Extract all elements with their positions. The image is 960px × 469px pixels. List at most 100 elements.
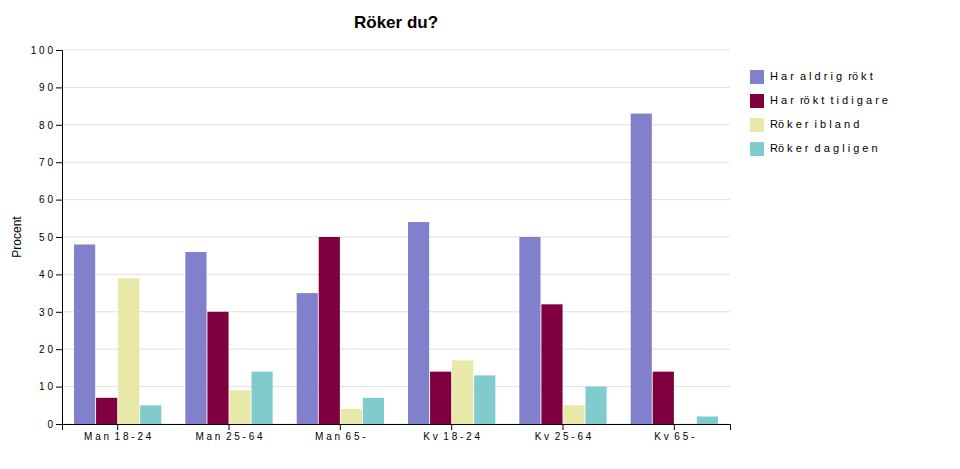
x-tick: K v 1 8 - 2 4	[423, 424, 480, 442]
x-tick-label: M a n 6 5 -	[315, 431, 366, 442]
bar	[519, 237, 540, 424]
y-tick: 7 0	[39, 157, 62, 168]
legend-item: H a r rö k t t i d i g a r e	[750, 94, 888, 108]
y-tick: 3 0	[39, 307, 62, 318]
x-tick-label: K v 1 8 - 2 4	[423, 431, 480, 442]
x-tick-mark	[117, 424, 118, 430]
bar	[229, 390, 250, 424]
y-tick-label: 1 0	[39, 381, 53, 392]
y-tick-label: 9 0	[39, 82, 53, 93]
y-tick: 4 0	[39, 269, 62, 280]
legend-swatch	[750, 142, 764, 156]
y-tick-label: 3 0	[39, 307, 53, 318]
y-tick-mark	[56, 424, 62, 425]
legend-item: Rö k e r d a g l i g e n	[750, 142, 878, 156]
y-tick-label: 4 0	[39, 269, 53, 280]
y-tick: 1 0 0	[31, 45, 62, 56]
y-tick: 5 0	[39, 232, 62, 243]
y-tick-label: 1 0 0	[31, 45, 54, 56]
title: Röker du?	[354, 13, 438, 32]
y-tick-label: 5 0	[39, 232, 53, 243]
y-tick-label: 0	[47, 419, 53, 430]
grid-line	[62, 162, 730, 163]
bar	[474, 375, 495, 424]
legend-swatch	[750, 70, 764, 84]
bars	[74, 114, 718, 424]
grid-line	[62, 199, 730, 200]
x-tick-mark	[229, 424, 230, 430]
bar	[297, 293, 318, 424]
y-tick: 8 0	[39, 120, 62, 131]
y-tick-mark	[56, 312, 62, 313]
legend-swatch	[750, 94, 764, 108]
bar	[408, 222, 429, 424]
y-tick-mark	[56, 349, 62, 350]
x-tick: M a n 2 5 - 6 4	[195, 424, 263, 442]
grid-line	[62, 237, 730, 238]
y-tick-label: 8 0	[39, 120, 53, 131]
bar	[207, 312, 228, 424]
bar	[653, 372, 674, 424]
y-tick-mark	[56, 387, 62, 388]
legend-item: Rö k e r i b l a n d	[750, 118, 859, 132]
x-tick-label: K v 2 5 - 6 4	[535, 431, 592, 442]
grid-line	[62, 311, 730, 312]
x-axis-line	[63, 425, 731, 431]
grid-line	[62, 349, 730, 350]
legend-label: Rö k e r d a g l i g e n	[770, 142, 878, 154]
bar	[251, 372, 272, 424]
bar	[96, 398, 117, 424]
x-tick-mark	[451, 424, 452, 430]
y-axis-title: Procent	[10, 216, 24, 258]
grid	[62, 50, 730, 424]
y-tick: 6 0	[39, 194, 62, 205]
bar	[452, 360, 473, 424]
x-tick-label: M a n 1 8 - 2 4	[84, 431, 152, 442]
y-tick: 1 0	[39, 381, 62, 392]
chart: M a n 1 8 - 2 4 M a n 2 5 - 6 4 M a n 6 5 …	[0, 0, 960, 469]
y-tick-mark	[56, 200, 62, 201]
x-tick-mark	[563, 424, 564, 430]
grid-line	[62, 386, 730, 387]
y-axis-line	[56, 51, 63, 425]
bar	[631, 114, 652, 424]
legend-label: H a r rö k t t i d i g a r e	[770, 94, 888, 106]
y-tick-label: 7 0	[39, 157, 53, 168]
x-tick-label: K v 6 5 -	[654, 431, 694, 442]
bar	[563, 405, 584, 424]
bar-series	[118, 278, 584, 424]
legend-label: H a r a l d r i g rö k t	[770, 70, 873, 82]
bar	[74, 244, 95, 424]
y-tick-label: 6 0	[39, 194, 53, 205]
y-tick-mark	[56, 125, 62, 126]
y-tick-label: 2 0	[39, 344, 53, 355]
y-axis: 0 1 0 2 0 3 0 4 0 5 0 6 0 7 0 8 0 9 0 1 0 0	[31, 45, 63, 430]
y-tick: 2 0	[39, 344, 62, 355]
x-tick-mark	[340, 424, 341, 430]
bar	[675, 424, 696, 425]
y-tick-mark	[56, 237, 62, 238]
y-tick-mark	[56, 274, 62, 275]
grid-line	[62, 50, 730, 51]
bar	[363, 398, 384, 424]
bar	[430, 372, 451, 424]
x-tick-mark	[674, 424, 675, 430]
bar	[319, 237, 340, 424]
y-tick: 0	[47, 419, 62, 430]
x-tick-label: M a n 2 5 - 6 4	[195, 431, 263, 442]
x-tick: M a n 1 8 - 2 4	[84, 424, 152, 442]
x-tick: M a n 6 5 -	[315, 424, 366, 442]
bar	[341, 409, 362, 424]
y-tick: 9 0	[39, 82, 62, 93]
y-tick-mark	[56, 162, 62, 163]
bar	[585, 387, 606, 424]
y-tick-mark	[56, 50, 62, 51]
bar-series	[74, 114, 652, 424]
y-tick-mark	[56, 87, 62, 88]
bar	[185, 252, 206, 424]
legend-item: H a r a l d r i g rö k t	[750, 70, 873, 84]
legend-swatch	[750, 118, 764, 132]
bar	[697, 417, 718, 424]
grid-line	[62, 87, 730, 88]
bar	[140, 405, 161, 424]
